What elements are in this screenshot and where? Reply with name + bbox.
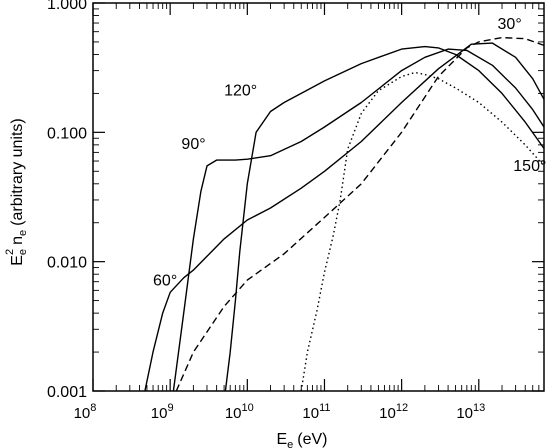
curves-group — [144, 36, 545, 392]
series-line-1 — [144, 42, 545, 392]
annotations-group: 30° 60° 90° 120° 150° — [153, 16, 546, 289]
y-axis-label: Ee2ne(arbitrary units) — [4, 118, 29, 266]
plot-frame — [92, 2, 545, 392]
curve-annotation: 90° — [181, 136, 205, 153]
curve-annotation: 150° — [513, 158, 546, 175]
ticks-group — [92, 2, 545, 392]
x-axis-label: Ee (eV) — [276, 431, 327, 448]
curve-annotation: 120° — [224, 82, 257, 99]
x-tick-label: 1012 — [379, 402, 408, 422]
y-tick-label: 0.100 — [47, 125, 87, 142]
series-line-2 — [172, 48, 545, 392]
series-line-0 — [175, 36, 545, 392]
y-tick-label: 1.000 — [47, 0, 87, 13]
x-tick-label: 1011 — [302, 402, 330, 422]
curve-annotation: 30° — [498, 16, 522, 33]
y-tick-label: 0.001 — [47, 384, 87, 401]
x-tick-label: 1013 — [456, 402, 485, 422]
tick-labels-group: 0.001 0.010 0.100 1.000 108 109 1010 1011 1012 10… — [47, 0, 485, 422]
series-line-4 — [300, 71, 545, 392]
x-tick-label: 1010 — [225, 402, 254, 422]
series-line-3 — [224, 45, 545, 392]
x-tick-label: 109 — [151, 402, 174, 422]
curve-annotation: 60° — [153, 272, 177, 289]
y-tick-label: 0.010 — [47, 255, 87, 272]
x-tick-label: 108 — [74, 402, 97, 422]
